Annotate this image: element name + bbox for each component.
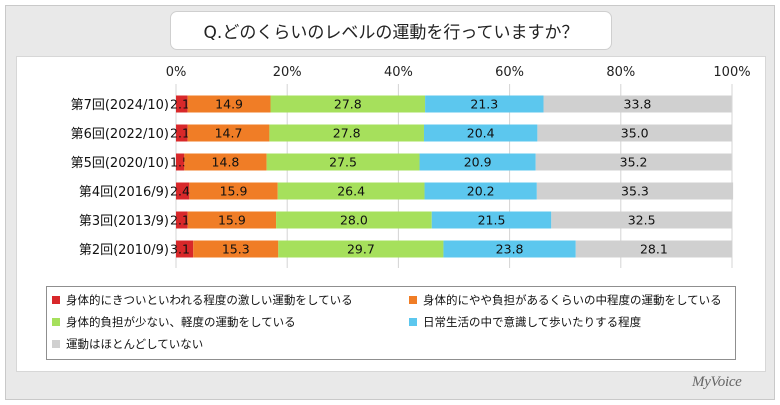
- bar-segment: [176, 95, 188, 113]
- data-label: 2.4: [170, 184, 190, 199]
- bar-segment: [276, 211, 432, 229]
- chart-title: Q.どのくらいのレベルの運動を行っていますか？: [203, 23, 579, 43]
- data-label: 2.1: [170, 97, 190, 112]
- legend-label-walking: 日常生活の中で意識して歩いたりする程度: [423, 315, 642, 329]
- data-label: 14.8: [212, 155, 240, 170]
- bar-segment: [187, 124, 270, 142]
- bar-segment: [419, 153, 536, 171]
- legend-item-light: 身体的負担が少ない、軽度の運動をしている: [52, 314, 296, 330]
- data-label: 35.0: [621, 126, 649, 141]
- bar-segment: [187, 211, 277, 229]
- legend-label-moderate: 身体的にやや負担があるくらいの中程度の運動をしている: [423, 293, 722, 307]
- data-label: 26.4: [337, 184, 365, 199]
- category-label: 第6回(2022/10): [71, 127, 169, 142]
- data-label: 28.0: [340, 213, 368, 228]
- data-label: 35.3: [621, 184, 649, 199]
- bar-segment: [277, 182, 425, 200]
- x-tick-label: 80%: [606, 65, 635, 80]
- bar-segment: [193, 240, 279, 258]
- data-label: 28.1: [640, 242, 668, 257]
- data-label: 21.3: [470, 97, 498, 112]
- data-label: 27.8: [334, 97, 362, 112]
- category-label: 第3回(2013/9): [79, 214, 169, 229]
- bar-segment: [423, 124, 538, 142]
- data-label: 2.1: [170, 126, 190, 141]
- x-tick-label: 60%: [495, 65, 524, 80]
- data-label: 20.4: [467, 126, 495, 141]
- legend-swatch-walking: [409, 318, 417, 326]
- bar-segment: [535, 153, 732, 171]
- legend-item-walking: 日常生活の中で意識して歩いたりする程度: [409, 314, 641, 330]
- bar-segment: [266, 153, 420, 171]
- legend-label-intense: 身体的にきついといわれる程度の激しい運動をしている: [66, 293, 353, 307]
- data-label: 3.1: [170, 242, 190, 257]
- data-label: 33.8: [624, 97, 652, 112]
- data-label: 21.5: [478, 213, 506, 228]
- legend-label-none: 運動はほとんどしていない: [66, 337, 204, 351]
- x-tick-label: 40%: [384, 65, 413, 80]
- legend-swatch-moderate: [409, 296, 417, 304]
- bar-segment: [536, 182, 734, 200]
- x-tick-label: 20%: [273, 65, 302, 80]
- category-label: 第7回(2024/10): [71, 98, 169, 113]
- data-label: 29.7: [347, 242, 375, 257]
- data-label: 27.5: [329, 155, 357, 170]
- bar-segment: [269, 124, 424, 142]
- data-label: 14.9: [215, 97, 243, 112]
- data-label: 15.9: [220, 184, 248, 199]
- bar-segment: [551, 211, 732, 229]
- legend-swatch-light: [52, 318, 60, 326]
- legend-swatch-intense: [52, 296, 60, 304]
- brand-logo: MyVoice: [692, 374, 742, 390]
- category-label: 第2回(2010/9): [79, 243, 169, 258]
- data-label: 14.7: [215, 126, 243, 141]
- bar-segment: [184, 153, 267, 171]
- bar-segment: [176, 211, 188, 229]
- data-label: 20.2: [467, 184, 495, 199]
- bar-segment: [176, 153, 185, 171]
- bar-segment: [443, 240, 576, 258]
- x-tick-label: 100%: [713, 65, 750, 80]
- chart-legend: 身体的にきついといわれる程度の激しい運動をしている 身体的にやや負担があるくらい…: [46, 286, 736, 360]
- x-tick-label: 0%: [166, 65, 187, 80]
- bar-segment: [176, 240, 194, 258]
- bar-segment: [537, 124, 732, 142]
- legend-label-light: 身体的負担が少ない、軽度の運動をしている: [66, 315, 296, 329]
- legend-swatch-none: [52, 340, 60, 348]
- data-label: 20.9: [464, 155, 492, 170]
- data-label: 2.1: [170, 213, 190, 228]
- legend-item-none: 運動はほとんどしていない: [52, 336, 203, 352]
- category-label: 第5回(2020/10): [71, 156, 169, 171]
- bar-segment: [431, 211, 552, 229]
- bar-segment: [543, 95, 732, 113]
- bar-segment: [278, 240, 444, 258]
- bar-segment: [424, 182, 537, 200]
- data-label: 32.5: [628, 213, 656, 228]
- bar-segment: [425, 95, 544, 113]
- chart-title-box: Q.どのくらいのレベルの運動を行っていますか？: [170, 11, 612, 50]
- bar-segment: [187, 95, 271, 113]
- bar-segment: [189, 182, 278, 200]
- data-label: 15.9: [218, 213, 246, 228]
- data-label: 35.2: [620, 155, 648, 170]
- bar-segment: [575, 240, 732, 258]
- data-label: 23.8: [496, 242, 524, 257]
- legend-item-intense: 身体的にきついといわれる程度の激しい運動をしている: [52, 292, 353, 308]
- bar-segment: [176, 182, 190, 200]
- bar-segment: [176, 124, 188, 142]
- category-label: 第4回(2016/9): [79, 185, 169, 200]
- legend-item-moderate: 身体的にやや負担があるくらいの中程度の運動をしている: [409, 292, 722, 308]
- data-label: 27.8: [333, 126, 361, 141]
- bar-segment: [270, 95, 426, 113]
- data-label: 15.3: [222, 242, 250, 257]
